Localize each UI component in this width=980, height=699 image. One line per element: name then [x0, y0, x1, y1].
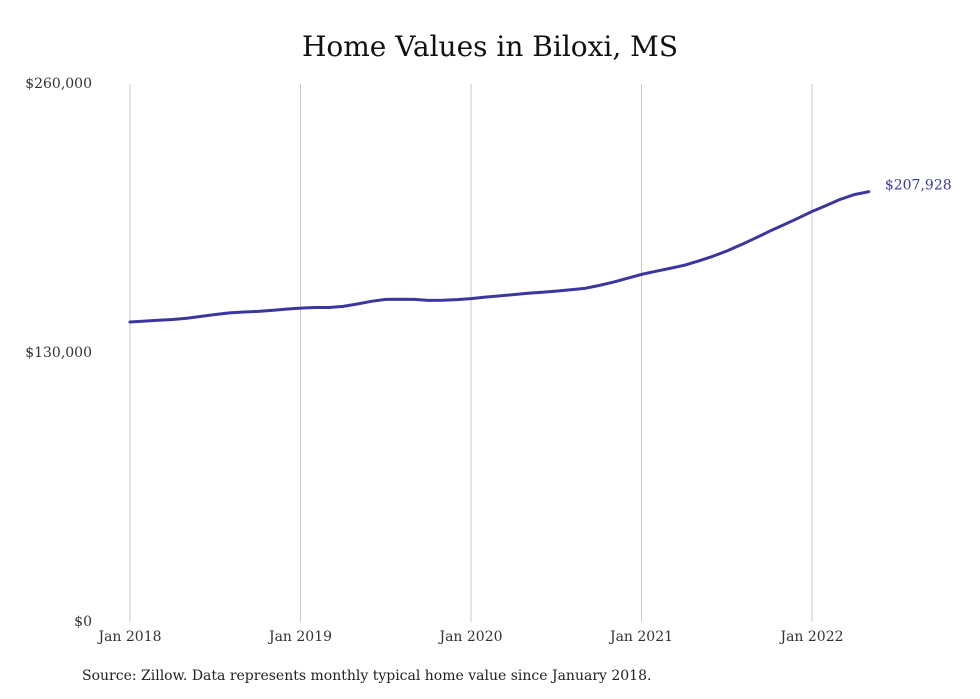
source-note: Source: Zillow. Data represents monthly …	[82, 668, 652, 684]
y-tick-label: $0	[74, 614, 92, 630]
x-tick-label: Jan 2020	[437, 629, 502, 645]
gridlines	[129, 84, 813, 622]
x-tick-label: Jan 2022	[778, 629, 843, 645]
y-tick-label: $260,000	[25, 76, 92, 92]
end-value-label: $207,928	[885, 178, 952, 194]
x-tick-label: Jan 2018	[96, 629, 161, 645]
x-axis-ticks: Jan 2018 Jan 2019 Jan 2020 Jan 2021 Jan 2022	[96, 629, 843, 645]
y-axis-ticks: $0 $130,000 $260,000	[25, 76, 92, 630]
x-tick-label: Jan 2021	[608, 629, 673, 645]
series-line	[128, 190, 871, 324]
y-tick-label: $130,000	[25, 345, 92, 361]
x-tick-label: Jan 2019	[267, 629, 332, 645]
chart-title: Home Values in Biloxi, MS	[301, 30, 679, 63]
